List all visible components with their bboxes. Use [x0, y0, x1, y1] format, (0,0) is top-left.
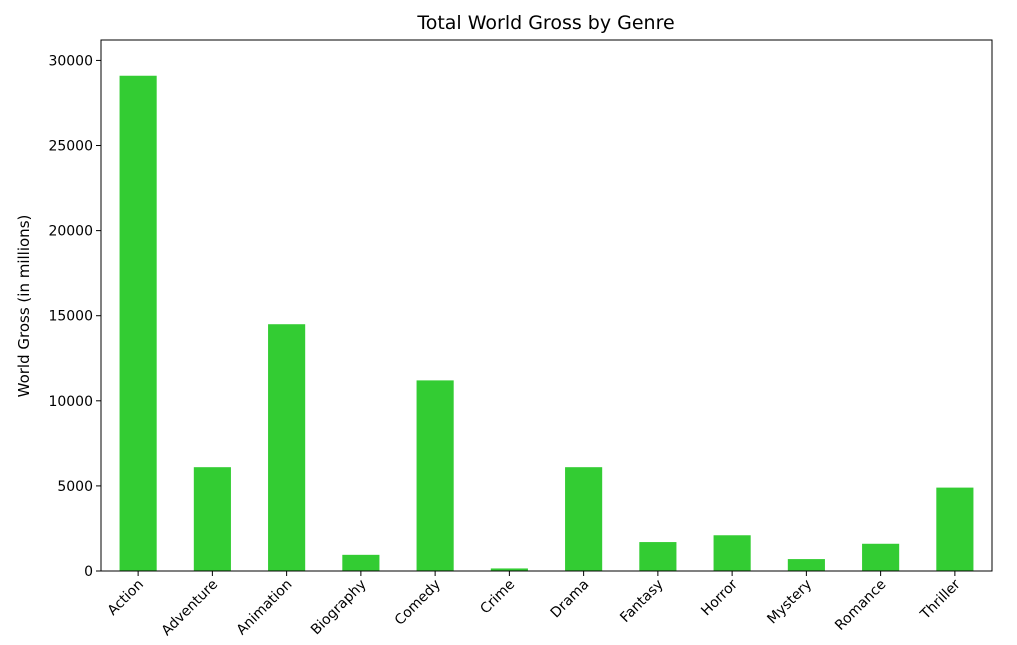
- y-tick-label: 30000: [48, 53, 93, 69]
- y-tick-label: 5000: [57, 479, 93, 495]
- x-tick-label-crime: Crime: [477, 577, 518, 618]
- x-tick-label-drama: Drama: [548, 577, 593, 622]
- bar-biography: [342, 554, 380, 571]
- bars-group: [119, 75, 974, 571]
- bar-romance: [862, 543, 900, 571]
- x-tick-label-horror: Horror: [698, 576, 741, 619]
- y-tick-label: 0: [84, 564, 93, 580]
- x-tick-label-mystery: Mystery: [764, 577, 815, 628]
- bar-crime: [490, 568, 528, 571]
- bar-drama: [565, 467, 603, 571]
- bar-animation: [268, 324, 306, 571]
- x-tick-label-fantasy: Fantasy: [617, 577, 666, 626]
- plot-area-frame: [100, 39, 993, 572]
- bar-mystery: [787, 559, 825, 571]
- y-tick-label: 10000: [48, 394, 93, 410]
- x-tick-label-animation: Animation: [234, 577, 296, 639]
- x-tick-label-biography: Biography: [308, 577, 370, 639]
- bar-horror: [713, 535, 751, 571]
- bar-adventure: [193, 467, 231, 571]
- bar-thriller: [936, 487, 974, 571]
- x-tick-label-comedy: Comedy: [392, 577, 444, 629]
- bar-action: [119, 75, 157, 571]
- chart-title: Total World Gross by Genre: [416, 12, 674, 34]
- y-tick-label: 20000: [48, 224, 93, 240]
- y-tick-label: 25000: [48, 139, 93, 155]
- y-tick-label: 15000: [48, 309, 93, 325]
- x-tick-label-thriller: Thriller: [917, 576, 964, 623]
- x-tick-label-romance: Romance: [832, 577, 889, 634]
- x-tick-label-adventure: Adventure: [159, 577, 222, 640]
- x-tick-label-action: Action: [105, 577, 147, 619]
- y-axis-ticks: 0 5000 10000 15000 20000 25000 30000: [48, 53, 101, 580]
- bar-comedy: [416, 380, 454, 571]
- bar-fantasy: [639, 542, 677, 571]
- x-axis-ticks: Action Adventure Animation Biography Comedy C…: [105, 571, 964, 639]
- y-axis-label: World Gross (in millions): [15, 215, 33, 398]
